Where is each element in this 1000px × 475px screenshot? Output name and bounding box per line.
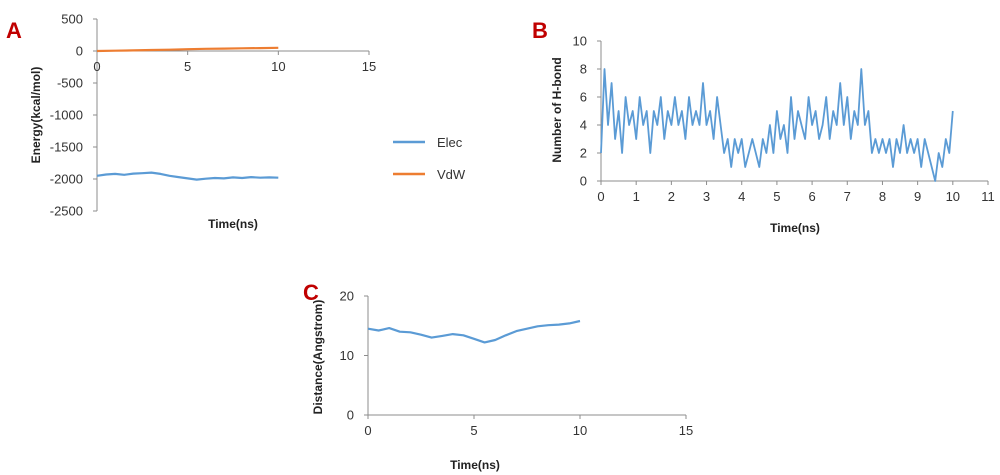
chart-a-ylabel: Energy(kcal/mol) bbox=[29, 67, 43, 164]
chart-b-ytick-label: 10 bbox=[573, 34, 587, 49]
chart-b-xtick-label: 6 bbox=[808, 189, 815, 204]
chart-b-xlabel: Time(ns) bbox=[770, 221, 820, 235]
chart-a-ytick-label: 0 bbox=[76, 44, 83, 59]
chart-b: Number of H-bond Time(ns) 10 8 6 4 2 00 1 2 3 4 5 6… bbox=[550, 34, 995, 236]
chart-a-series-line-elec bbox=[96, 171, 279, 181]
chart-b-series-line bbox=[600, 68, 954, 182]
chart-c-ytick-label: 0 bbox=[347, 408, 354, 423]
chart-b-xtick-label: 7 bbox=[844, 189, 851, 204]
chart-a-ytick-label: -1500 bbox=[50, 140, 83, 155]
panel-letter-b: B bbox=[532, 18, 548, 43]
chart-c-ylabel: Distance(Angstrom) bbox=[311, 300, 325, 415]
chart-a-xtick-label: 5 bbox=[184, 59, 191, 74]
chart-a: Energy(kcal/mol) Time(ns) Elec VdW 5000-… bbox=[29, 12, 466, 232]
chart-b-xtick-label: 2 bbox=[668, 189, 675, 204]
chart-b-xtick-label: 11 bbox=[981, 189, 995, 204]
chart-a-ytick-label: 500 bbox=[61, 12, 83, 27]
chart-a-xtick-label: 15 bbox=[362, 59, 376, 74]
chart-b-ylabel: Number of H-bond bbox=[550, 57, 564, 162]
chart-a-xlabel: Time(ns) bbox=[208, 217, 258, 231]
chart-c-ytick-label: 10 bbox=[340, 348, 354, 363]
chart-a-ytick-label: -2000 bbox=[50, 172, 83, 187]
chart-b-xtick-label: 10 bbox=[946, 189, 960, 204]
chart-c-xtick-label: 15 bbox=[679, 423, 693, 438]
chart-a-ytick-label: -500 bbox=[57, 76, 83, 91]
chart-c: Distance(Angstrom) Time(ns) 20 10 00 5 10 15 bbox=[311, 289, 693, 473]
chart-a-series-line-vdw bbox=[96, 46, 279, 53]
chart-b-xtick-label: 3 bbox=[703, 189, 710, 204]
chart-c-series-line bbox=[367, 319, 581, 344]
chart-b-ytick-label: 8 bbox=[580, 62, 587, 77]
chart-c-xlabel: Time(ns) bbox=[450, 458, 500, 472]
chart-b-ytick-label: 0 bbox=[580, 174, 587, 189]
chart-b-xtick-label: 9 bbox=[914, 189, 921, 204]
chart-b-xtick-label: 1 bbox=[633, 189, 640, 204]
legend-label-elec: Elec bbox=[437, 135, 463, 150]
chart-c-xtick-label: 0 bbox=[364, 423, 371, 438]
chart-a-ytick-label: -1000 bbox=[50, 108, 83, 123]
chart-b-xtick-label: 0 bbox=[597, 189, 604, 204]
panel-letter-c: C bbox=[303, 280, 319, 305]
legend-label-vdw: VdW bbox=[437, 167, 466, 182]
chart-a-xtick-label: 0 bbox=[93, 59, 100, 74]
chart-b-ytick-label: 6 bbox=[580, 90, 587, 105]
chart-a-ytick-label: -2500 bbox=[50, 204, 83, 219]
chart-a-xtick-label: 10 bbox=[271, 59, 285, 74]
chart-b-ytick-label: 2 bbox=[580, 146, 587, 161]
chart-c-xtick-label: 5 bbox=[470, 423, 477, 438]
chart-b-xtick-label: 4 bbox=[738, 189, 745, 204]
chart-c-xtick-label: 10 bbox=[573, 423, 587, 438]
chart-b-ytick-label: 4 bbox=[580, 118, 587, 133]
chart-a-legend: Elec VdW bbox=[393, 135, 466, 182]
chart-b-xtick-label: 8 bbox=[879, 189, 886, 204]
chart-c-ytick-label: 20 bbox=[340, 289, 354, 304]
panel-letter-a: A bbox=[6, 18, 22, 43]
chart-b-xtick-label: 5 bbox=[773, 189, 780, 204]
